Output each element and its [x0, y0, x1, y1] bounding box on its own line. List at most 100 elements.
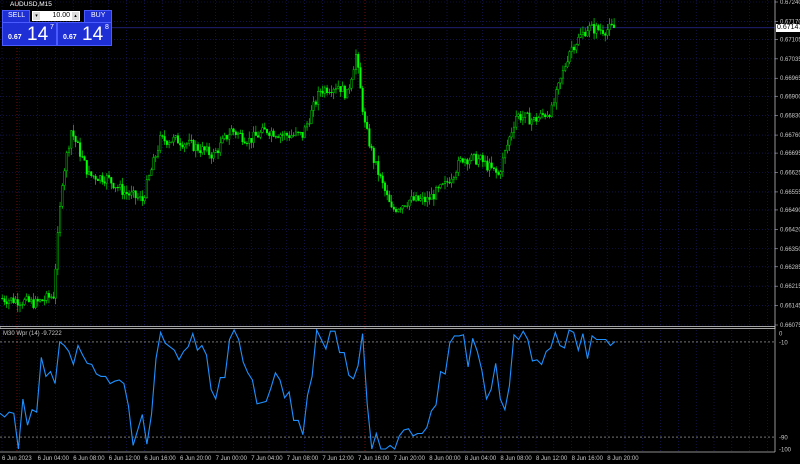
candle-body	[130, 191, 133, 196]
price-tick-label: 0.66215	[780, 284, 800, 290]
time-tick-label: 7 Jun 00:00	[216, 456, 248, 462]
time-tick-label: 6 Jun 12:00	[109, 456, 141, 462]
candle-body	[403, 205, 406, 207]
candle-body	[174, 135, 177, 138]
candle-body	[610, 23, 613, 26]
candle-body	[299, 132, 302, 134]
candle-body	[214, 150, 217, 153]
candle-body	[228, 134, 231, 140]
candle-body	[392, 206, 395, 210]
candle-body	[339, 86, 342, 92]
candle-body	[81, 156, 84, 158]
candle-body	[239, 132, 242, 134]
candle-body	[512, 126, 515, 133]
candle-body	[601, 30, 604, 34]
price-tick-label: 0.67170	[780, 19, 800, 25]
candle-body	[290, 135, 293, 138]
candle-body	[36, 298, 39, 302]
candle-body	[479, 155, 482, 160]
candle-body	[61, 185, 64, 207]
lot-size-input[interactable]: ▾ 10.00 ▴	[32, 11, 80, 21]
candle-body	[94, 175, 97, 180]
sell-label: SELL	[8, 12, 26, 19]
candle-body	[101, 175, 104, 182]
candle-body	[386, 190, 389, 196]
candle-body	[606, 29, 609, 36]
candle-body	[72, 130, 75, 137]
indicator-tick-label: 0	[779, 332, 783, 338]
time-tick-label: 8 Jun 00:00	[429, 456, 461, 462]
candle-body	[257, 135, 260, 138]
candle-body	[65, 152, 68, 172]
candle-body	[468, 160, 471, 165]
price-tick-label: 0.67240	[780, 0, 800, 6]
candle-body	[390, 201, 393, 208]
candle-body	[10, 297, 13, 301]
candle-body	[50, 296, 53, 298]
candle-body	[159, 135, 162, 151]
candle-body	[150, 169, 153, 176]
candle-body	[370, 145, 373, 149]
candle-body	[541, 113, 544, 115]
candle-body	[34, 298, 37, 308]
candle-body	[141, 196, 144, 202]
candle-body	[613, 24, 616, 28]
candle-body	[568, 51, 571, 63]
candle-body	[553, 102, 556, 106]
candle-body	[21, 304, 24, 306]
sell-price-big: 14	[27, 24, 49, 45]
candle-body	[368, 128, 371, 147]
candle-body	[412, 196, 415, 201]
candle-body	[154, 156, 157, 158]
lot-increase-button[interactable]: ▴	[72, 12, 79, 20]
candle-body	[519, 114, 522, 121]
candle-body	[145, 179, 148, 198]
candle-body	[437, 187, 440, 189]
candle-body	[7, 300, 10, 304]
candle-body	[183, 144, 186, 148]
candle-body	[561, 70, 564, 79]
candle-body	[14, 299, 17, 303]
candle-body	[201, 146, 204, 153]
candle-body	[395, 209, 398, 212]
candle-body	[103, 181, 106, 184]
candle-body	[597, 25, 600, 30]
candle-body	[470, 154, 473, 161]
buy-button[interactable]: BUY	[84, 10, 112, 23]
candle-body	[584, 31, 587, 37]
candle-body	[432, 194, 435, 200]
candle-body	[490, 162, 493, 168]
candle-body	[286, 132, 289, 136]
price-tick-label: 0.66490	[780, 208, 800, 214]
candle-body	[134, 190, 137, 199]
candle-body	[450, 178, 453, 184]
price-tick-label: 0.66625	[780, 171, 800, 177]
candle-body	[139, 196, 142, 198]
candle-body	[27, 296, 30, 302]
candle-body	[67, 147, 70, 153]
candle-body	[517, 114, 520, 117]
candle-body	[125, 192, 128, 194]
candle-body	[530, 119, 533, 125]
grid	[0, 0, 775, 452]
candle-body	[357, 54, 360, 68]
price-candles	[1, 17, 616, 313]
candle-body	[221, 138, 224, 144]
candle-body	[406, 205, 409, 207]
candle-body	[70, 130, 73, 149]
candle-body	[294, 131, 297, 136]
candle-body	[56, 232, 59, 270]
sell-price[interactable]: 0.67 14 7	[2, 22, 57, 46]
candle-body	[168, 142, 171, 145]
candle-body	[308, 123, 311, 125]
candle-body	[5, 301, 8, 304]
price-tick-label: 0.66145	[780, 304, 800, 310]
candle-body	[121, 183, 124, 195]
lot-decrease-button[interactable]: ▾	[33, 12, 40, 20]
price-tick-label: 0.66695	[780, 151, 800, 157]
candle-body	[301, 132, 304, 138]
candle-body	[259, 132, 262, 138]
buy-price[interactable]: 0.67 14 8	[57, 22, 112, 46]
candle-body	[564, 66, 567, 71]
